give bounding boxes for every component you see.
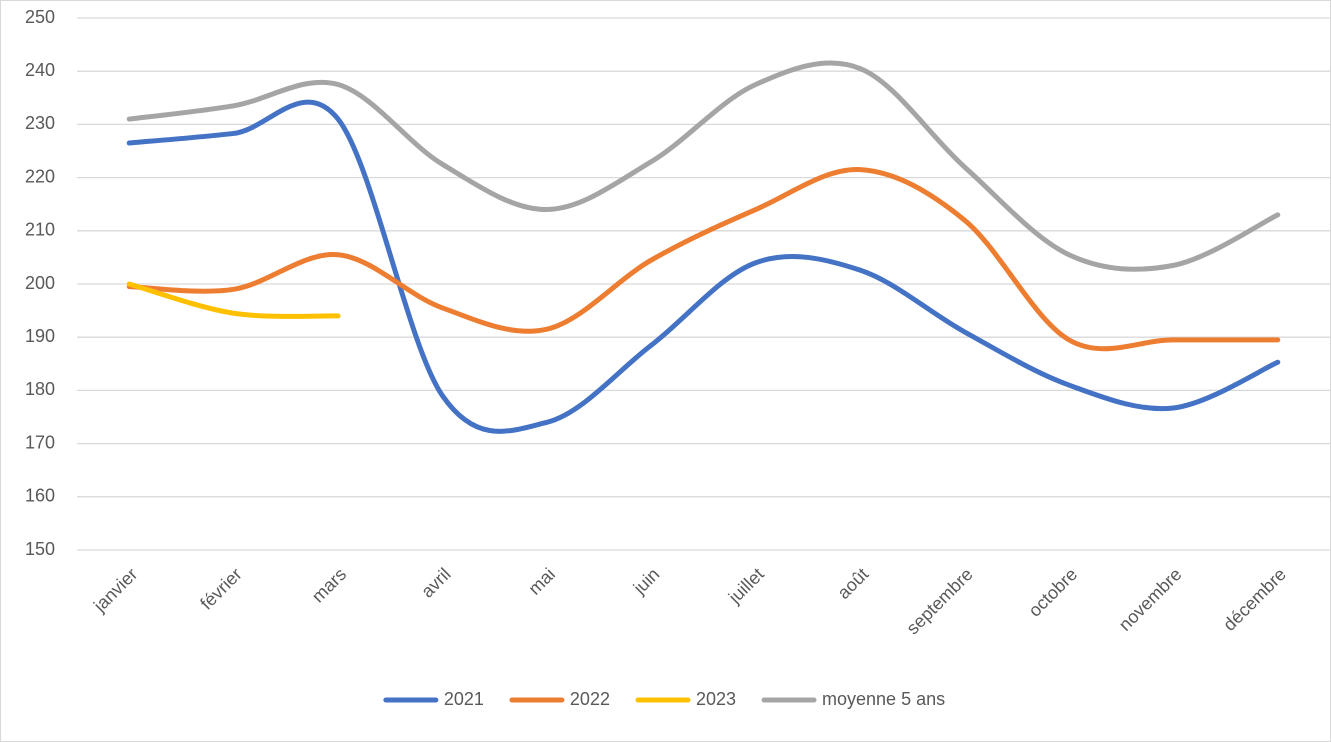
y-tick-label: 160 — [25, 486, 55, 506]
y-tick-label: 230 — [25, 113, 55, 133]
line-series — [126, 99, 1281, 434]
line-series — [126, 281, 341, 319]
y-tick-label: 210 — [25, 220, 55, 240]
y-tick-label: 220 — [25, 166, 55, 186]
legend-label: 2021 — [444, 689, 484, 709]
legend-label: 2022 — [570, 689, 610, 709]
line-series — [126, 167, 1281, 352]
legend-label: moyenne 5 ans — [822, 689, 945, 709]
y-tick-label: 180 — [25, 379, 55, 399]
y-tick-label: 200 — [25, 273, 55, 293]
y-tick-label: 190 — [25, 326, 55, 346]
y-tick-label: 250 — [25, 7, 55, 27]
line-series — [126, 60, 1281, 272]
y-tick-label: 170 — [25, 432, 55, 452]
y-tick-label: 240 — [25, 60, 55, 80]
y-tick-label: 150 — [25, 539, 55, 559]
legend-label: 2023 — [696, 689, 736, 709]
